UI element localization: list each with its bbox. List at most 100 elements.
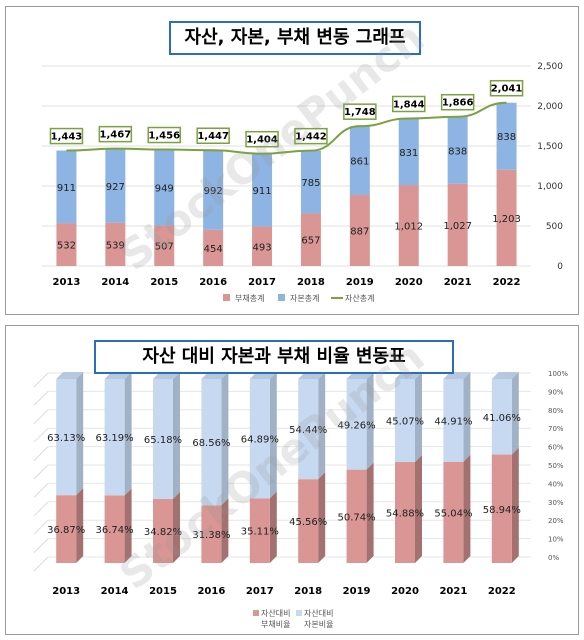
x-tick-label: 2020: [395, 277, 423, 288]
y-tick-label: 80%: [548, 407, 564, 415]
capital-data-label: 64.89%: [241, 435, 279, 446]
debt-data-label: 54.88%: [386, 509, 424, 520]
capital-data-label: 44.91%: [434, 416, 472, 427]
asset-capital-debt-chart-panel: 0 500 1,000 1,500 2,000 2,500 532 911 2013 539 927…: [5, 6, 579, 315]
debt-data-label: 58.94%: [483, 505, 521, 516]
asset-label-box: [343, 103, 377, 120]
capital-data-label: 831: [399, 148, 418, 159]
debt-bar: [201, 505, 222, 563]
asset-label-box: [147, 126, 181, 144]
debt-data-label: 36.74%: [96, 525, 134, 536]
asset-data-label: 1,866: [442, 98, 474, 109]
x-tick-label: 2018: [294, 586, 322, 597]
debt-bar-side: [173, 491, 180, 563]
debt-data-label: 35.11%: [241, 527, 279, 538]
gridline-side: [33, 427, 49, 443]
chart2-svg: 0% 10% 20% 30% 40% 50% 60% 70% 80% 90% 100% 36.87% 6…: [33, 370, 568, 629]
debt-bar-side: [318, 472, 326, 563]
debt-bar-side: [76, 488, 84, 563]
legend-label: 자산총계: [345, 293, 374, 303]
capital-bar: [298, 379, 319, 480]
y-tick-label: 500: [546, 222, 563, 232]
asset-line: [66, 101, 507, 155]
capital-data-label: 63.19%: [96, 433, 134, 444]
debt-data-label: 493: [253, 242, 272, 253]
asset-data-label: 1,844: [393, 99, 425, 110]
capital-bar: [249, 379, 270, 499]
y-tick-label: 30%: [548, 499, 564, 507]
debt-data-label: 657: [301, 236, 320, 247]
capital-bar: [496, 102, 517, 170]
debt-bar-side: [269, 491, 277, 563]
debt-bar: [443, 461, 464, 563]
asset-label-box: [440, 93, 475, 111]
capital-data-label: 41.06%: [483, 413, 521, 424]
y-tick-label: 20%: [548, 517, 564, 525]
gridline-side: [33, 464, 49, 480]
capital-data-label: 65.18%: [144, 435, 182, 446]
asset-data-label: 1,442: [295, 132, 327, 143]
debt-data-label: 539: [106, 240, 125, 251]
capital-bar-side: [366, 372, 374, 470]
x-tick-label: 2022: [488, 586, 516, 597]
capital-bar: [154, 149, 175, 226]
debt-data-label: 34.82%: [144, 527, 182, 538]
y-tick-label: 50%: [548, 462, 564, 470]
capital-bar: [252, 153, 273, 227]
capital-bar: [447, 116, 468, 184]
gridline-side: [33, 519, 49, 535]
debt-bar: [349, 195, 370, 266]
legend-label: 자산대비: [304, 608, 333, 618]
capital-bar: [349, 126, 370, 196]
asset-data-label: 1,456: [148, 131, 180, 142]
debt-data-label: 507: [155, 242, 174, 253]
capital-data-label: 911: [253, 186, 272, 197]
debt-bar: [105, 222, 126, 266]
debt-bar-side: [221, 498, 229, 563]
x-tick-label: 2018: [297, 277, 325, 288]
y-tick-label: 90%: [548, 388, 564, 396]
debt-bar: [496, 169, 517, 266]
debt-data-label: 454: [204, 244, 223, 255]
debt-bar-side: [415, 455, 422, 563]
y-tick-label: 0%: [548, 554, 559, 562]
debt-data-label: 50.74%: [338, 512, 376, 523]
debt-bar: [346, 469, 367, 563]
asset-label-box: [49, 127, 84, 145]
capital-bar-side: [173, 372, 180, 499]
x-tick-label: 2016: [199, 277, 227, 288]
capital-bar-side: [269, 372, 277, 499]
x-tick-label: 2019: [346, 277, 374, 288]
x-tick-label: 2014: [101, 586, 129, 597]
legend-label: 부채총계: [235, 293, 264, 303]
debt-bar-side: [511, 447, 519, 563]
debt-bar-side: [463, 454, 471, 563]
y-tick-label: 2,500: [537, 62, 563, 72]
capital-bar: [153, 379, 173, 499]
asset-data-label: 1,404: [246, 135, 278, 146]
y-tick-label: 10%: [548, 536, 564, 544]
x-tick-label: 2021: [444, 277, 472, 288]
gridline-side: [33, 391, 49, 406]
capital-bar-side: [318, 372, 326, 480]
gridline-side: [33, 556, 49, 572]
legend-label-line2: 부채비율: [261, 619, 290, 629]
gridline-side: [33, 483, 49, 498]
y-tick-label: 0: [557, 262, 563, 272]
y-tick-label: 2,000: [537, 102, 563, 112]
capital-bar: [56, 150, 77, 224]
x-tick-label: 2013: [52, 586, 80, 597]
capital-bar: [300, 150, 321, 214]
asset-data-label: 1,443: [51, 132, 83, 143]
x-tick-label: 2015: [149, 586, 177, 597]
debt-data-label: 1,012: [394, 222, 423, 233]
debt-bar: [252, 226, 273, 266]
capital-bar: [395, 379, 415, 463]
debt-bar: [154, 225, 175, 266]
debt-data-label: 887: [350, 227, 369, 238]
x-tick-label: 2019: [343, 586, 371, 597]
gridline-side: [33, 501, 49, 517]
gridline-side: [33, 446, 49, 461]
chart1-svg: 0 500 1,000 1,500 2,000 2,500 532 911 2013 539 927…: [42, 62, 563, 303]
gridline-side: [33, 372, 49, 388]
